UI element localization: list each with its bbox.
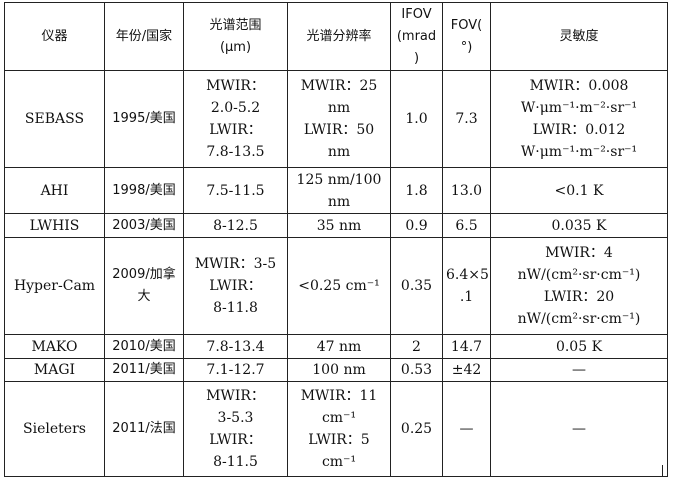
cell-instrument: AHI (4, 167, 105, 214)
header-year-country: 年份/国家 (104, 2, 184, 71)
cell-spectral-range: MWIR：3-5 LWIR： 8-11.8 (183, 237, 288, 335)
cell-spectral-resolution: 125 nm/100 nm (287, 167, 391, 214)
cell-spectral-range: MWIR： 3-5.3 LWIR： 8-11.5 (183, 381, 288, 477)
cell-spectral-resolution: <0.25 cm⁻¹ (287, 237, 391, 335)
cell-year-country: 2003/美国 (104, 213, 184, 238)
cell-instrument: Sieleters (4, 381, 105, 477)
instrument-table: 仪器 年份/国家 光谱范围 (μm) 光谱分辨率 IFOV (mrad ) FO… (4, 2, 668, 477)
cell-spectral-range: 7.1-12.7 (183, 358, 288, 382)
header-spectral-resolution: 光谱分辨率 (287, 2, 391, 71)
table-row: Hyper-Cam 2009/加拿 大 MWIR：3-5 LWIR： 8-11.… (4, 237, 668, 335)
table-row: LWHIS 2003/美国 8-12.5 35 nm 0.9 6.5 0.035… (4, 213, 668, 238)
cell-ifov: 0.53 (390, 358, 443, 382)
header-instrument: 仪器 (4, 2, 105, 71)
header-spectral-range: 光谱范围 (μm) (183, 2, 288, 71)
cell-ifov: 1.8 (390, 167, 443, 214)
cell-ifov: 1.0 (390, 70, 443, 168)
table-row: Sieleters 2011/法国 MWIR： 3-5.3 LWIR： 8-11… (4, 381, 668, 477)
cell-year-country: 2010/美国 (104, 334, 184, 359)
cell-sensitivity: MWIR：4 nW/(cm²·sr·cm⁻¹) LWIR：20 nW/(cm²·… (490, 237, 668, 335)
cell-instrument: SEBASS (4, 70, 105, 168)
cell-sensitivity: 0.05 K (490, 334, 668, 359)
cell-ifov: 2 (390, 334, 443, 359)
cell-spectral-range: 7.5-11.5 (183, 167, 288, 214)
cell-sensitivity: 0.035 K (490, 213, 668, 238)
table-row: AHI 1998/美国 7.5-11.5 125 nm/100 nm 1.8 1… (4, 167, 668, 214)
cell-fov: 7.3 (442, 70, 491, 168)
cell-ifov: 0.25 (390, 381, 443, 477)
cell-instrument: Hyper-Cam (4, 237, 105, 335)
edge-mark (662, 465, 663, 477)
table-row: MAGI 2011/美国 7.1-12.7 100 nm 0.53 ±42 — (4, 358, 668, 382)
cell-ifov: 0.9 (390, 213, 443, 238)
cell-year-country: 2011/美国 (104, 358, 184, 382)
cell-spectral-resolution: MWIR：11 cm⁻¹ LWIR：5 cm⁻¹ (287, 381, 391, 477)
header-ifov: IFOV (mrad ) (390, 2, 443, 71)
table-row: SEBASS 1995/美国 MWIR： 2.0-5.2 LWIR： 7.8-1… (4, 70, 668, 168)
cell-spectral-resolution: MWIR：25 nm LWIR：50 nm (287, 70, 391, 168)
cell-year-country: 1998/美国 (104, 167, 184, 214)
cell-instrument: MAKO (4, 334, 105, 359)
cell-spectral-resolution: 100 nm (287, 358, 391, 382)
cell-instrument: LWHIS (4, 213, 105, 238)
cell-year-country: 1995/美国 (104, 70, 184, 168)
cell-fov: 6.5 (442, 213, 491, 238)
cell-spectral-range: 8-12.5 (183, 213, 288, 238)
cell-fov: 14.7 (442, 334, 491, 359)
cell-fov: 13.0 (442, 167, 491, 214)
cell-sensitivity: <0.1 K (490, 167, 668, 214)
cell-sensitivity: MWIR：0.008 W·μm⁻¹·m⁻²·sr⁻¹ LWIR：0.012 W·… (490, 70, 668, 168)
cell-spectral-range: 7.8-13.4 (183, 334, 288, 359)
header-row: 仪器 年份/国家 光谱范围 (μm) 光谱分辨率 IFOV (mrad ) FO… (4, 2, 668, 71)
cell-sensitivity: — (490, 381, 668, 477)
cell-instrument: MAGI (4, 358, 105, 382)
cell-spectral-range: MWIR： 2.0-5.2 LWIR： 7.8-13.5 (183, 70, 288, 168)
cell-fov: ±42 (442, 358, 491, 382)
cell-spectral-resolution: 35 nm (287, 213, 391, 238)
cell-spectral-resolution: 47 nm (287, 334, 391, 359)
cell-fov: 6.4×5 .1 (442, 237, 491, 335)
header-sensitivity: 灵敏度 (490, 2, 668, 71)
cell-sensitivity: — (490, 358, 668, 382)
cell-year-country: 2009/加拿 大 (104, 237, 184, 335)
header-fov: FOV( °) (442, 2, 491, 71)
cell-year-country: 2011/法国 (104, 381, 184, 477)
cell-ifov: 0.35 (390, 237, 443, 335)
table-row: MAKO 2010/美国 7.8-13.4 47 nm 2 14.7 0.05 … (4, 334, 668, 359)
cell-fov: — (442, 381, 491, 477)
